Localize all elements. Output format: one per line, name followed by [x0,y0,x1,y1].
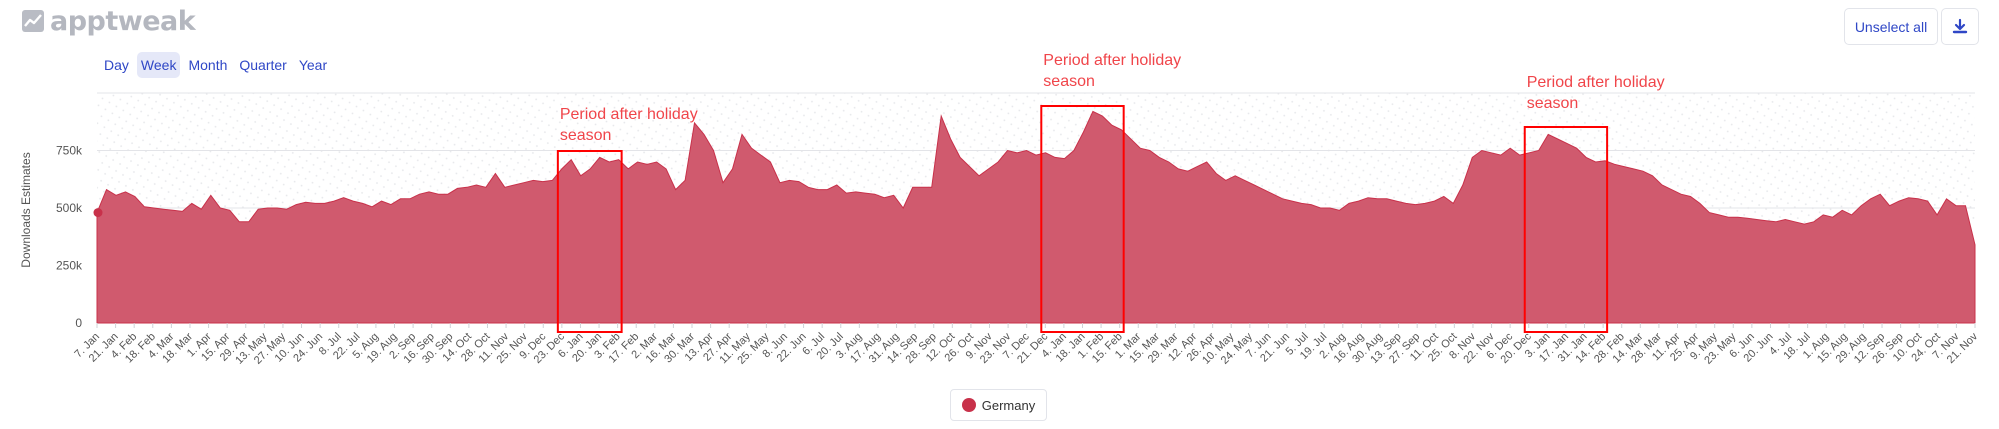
period-month-button[interactable]: Month [188,57,228,73]
highlight-label-line1: Period after holiday [560,106,698,123]
legend-dot [961,398,976,412]
highlight-box [1523,126,1609,333]
highlight-label-line2: season [560,127,612,144]
highlight-label-line1: Period after holiday [1043,52,1181,69]
y-axis: 0 250k 500k 750k [56,144,83,331]
highlight-label-line2: season [1527,95,1579,112]
legend-label: Germany [981,397,1036,413]
download-button[interactable] [1941,8,1979,45]
highlight-box [1040,105,1125,333]
y-tick-label: 0 [75,316,82,330]
period-selector: Day Week Month Quarter Year [100,52,331,78]
period-quarter-button[interactable]: Quarter [239,57,287,73]
downloads-chart: 0 250k 500k 750k Downloads Estimates 7. Jan… [19,52,1980,367]
legend-item-germany[interactable]: Germany [950,389,1047,421]
series-start-marker [93,208,103,218]
y-axis-label: Downloads Estimates [19,152,33,267]
download-icon [1952,18,1968,33]
period-year-button[interactable]: Year [298,57,328,73]
brand-name: apptweak [50,5,196,37]
trend-chart-icon [22,10,44,32]
highlight-box [556,150,623,333]
y-tick-label: 250k [56,259,83,273]
brand-logo: apptweak [22,4,196,38]
y-tick-label: 750k [56,144,83,158]
y-tick-label: 500k [56,201,83,215]
highlight-annotations: Period after holiday season Period after h… [556,52,1665,333]
unselect-all-button[interactable]: Unselect all [1844,8,1938,45]
highlight-label-line1: Period after holiday [1527,74,1665,91]
period-week-button[interactable]: Week [136,52,181,78]
period-day-button[interactable]: Day [104,57,129,73]
highlight-label-line2: season [1043,73,1095,90]
